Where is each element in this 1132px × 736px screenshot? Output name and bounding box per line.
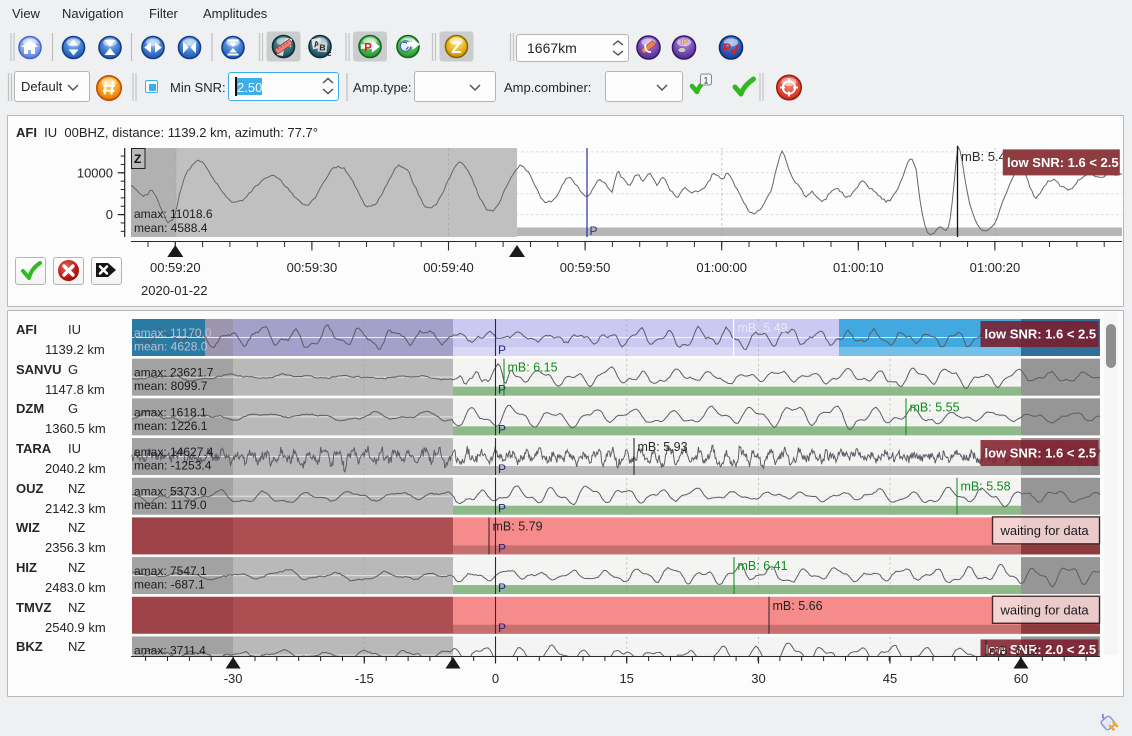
svg-text:-30: -30 xyxy=(224,671,243,686)
svg-text:mB: 5.49: mB: 5.49 xyxy=(738,321,788,335)
svg-text:P: P xyxy=(498,343,506,357)
svg-text:10000: 10000 xyxy=(77,165,113,180)
svg-text:2020-01-22: 2020-01-22 xyxy=(141,283,208,298)
svg-text:P: P xyxy=(498,502,506,516)
svg-text:amax: 5373.0: amax: 5373.0 xyxy=(134,485,207,499)
svg-text:30: 30 xyxy=(751,671,765,686)
svg-text:mB: 5.49: mB: 5.49 xyxy=(961,149,1013,164)
svg-text:amax: 11170.0: amax: 11170.0 xyxy=(134,326,212,340)
svg-text:mean: 1226.1: mean: 1226.1 xyxy=(134,419,208,433)
svg-text:00:59:20: 00:59:20 xyxy=(150,260,201,275)
svg-text:mean: 1179.0: mean: 1179.0 xyxy=(134,498,207,512)
svg-text:P: P xyxy=(498,660,506,674)
svg-text:c: c xyxy=(327,49,332,58)
svg-text:low SNR: 2.0 < 2.5: low SNR: 2.0 < 2.5 xyxy=(985,642,1097,657)
svg-text:P: P xyxy=(498,541,506,555)
svg-text:mB: 6.12: mB: 6.12 xyxy=(989,644,1039,658)
svg-text:amax: 1618.1: amax: 1618.1 xyxy=(134,405,207,419)
svg-text:amax: 23621.7: amax: 23621.7 xyxy=(134,366,214,380)
svg-text:-15: -15 xyxy=(355,671,374,686)
svg-text:15: 15 xyxy=(619,671,633,686)
svg-text:Z: Z xyxy=(451,38,461,57)
svg-text:00:59:40: 00:59:40 xyxy=(423,260,474,275)
svg-text:0: 0 xyxy=(106,207,113,222)
svg-text:IP: IP xyxy=(680,38,688,47)
svg-text:mB: 5.58: mB: 5.58 xyxy=(961,480,1011,494)
svg-text:A: A xyxy=(313,39,321,50)
svg-text:P: P xyxy=(590,224,598,238)
svg-text:mB: 5.93: mB: 5.93 xyxy=(638,440,688,454)
svg-text:amax: 14627.4: amax: 14627.4 xyxy=(134,445,214,459)
svg-text:0: 0 xyxy=(492,671,499,686)
svg-text:mB: 5.79: mB: 5.79 xyxy=(493,519,543,533)
svg-text:B: B xyxy=(319,42,326,53)
svg-text:amax: 3711.4: amax: 3711.4 xyxy=(134,643,206,657)
svg-text:01:00:10: 01:00:10 xyxy=(833,260,884,275)
svg-text:45: 45 xyxy=(883,671,897,686)
svg-text:mean: 8099.7: mean: 8099.7 xyxy=(134,379,208,393)
svg-text:mB: 6.15: mB: 6.15 xyxy=(508,361,558,375)
svg-text:P: P xyxy=(498,462,506,476)
svg-text:mean: 4628.0: mean: 4628.0 xyxy=(134,340,208,354)
svg-text:mean: -1253.4: mean: -1253.4 xyxy=(134,459,212,473)
svg-text:P: P xyxy=(498,621,506,635)
svg-text:waiting for data: waiting for data xyxy=(1000,602,1090,617)
svg-text:low SNR: 1.6 < 2.5: low SNR: 1.6 < 2.5 xyxy=(985,327,1097,342)
svg-text:mB: 5.55: mB: 5.55 xyxy=(910,400,960,414)
svg-text:low SNR: 1.6 < 2.5: low SNR: 1.6 < 2.5 xyxy=(1007,155,1119,170)
svg-text:amax: 11018.6: amax: 11018.6 xyxy=(134,207,213,221)
svg-text:mean: 4588.4: mean: 4588.4 xyxy=(134,221,208,235)
svg-text:P: P xyxy=(498,581,506,595)
svg-text:P: P xyxy=(498,383,506,397)
svg-text:waiting for data: waiting for data xyxy=(1000,523,1090,538)
svg-text:00:59:30: 00:59:30 xyxy=(287,260,338,275)
svg-text:P: P xyxy=(723,41,731,55)
svg-text:60: 60 xyxy=(1014,671,1028,686)
svg-text:P: P xyxy=(364,43,372,55)
svg-text:01:00:20: 01:00:20 xyxy=(970,260,1021,275)
svg-text:mB: 6.41: mB: 6.41 xyxy=(738,559,788,573)
svg-text:01:00:00: 01:00:00 xyxy=(696,260,747,275)
svg-text:P: P xyxy=(498,422,506,436)
svg-text:amax: 7547.1: amax: 7547.1 xyxy=(134,564,207,578)
svg-text:1: 1 xyxy=(703,76,708,86)
svg-text:mB: 5.66: mB: 5.66 xyxy=(773,599,823,613)
svg-text:low SNR: 1.6 < 2.5: low SNR: 1.6 < 2.5 xyxy=(985,446,1097,461)
svg-text:Z: Z xyxy=(134,152,141,166)
svg-text:mean: -687.1: mean: -687.1 xyxy=(134,578,205,592)
svg-text:00:59:50: 00:59:50 xyxy=(560,260,611,275)
